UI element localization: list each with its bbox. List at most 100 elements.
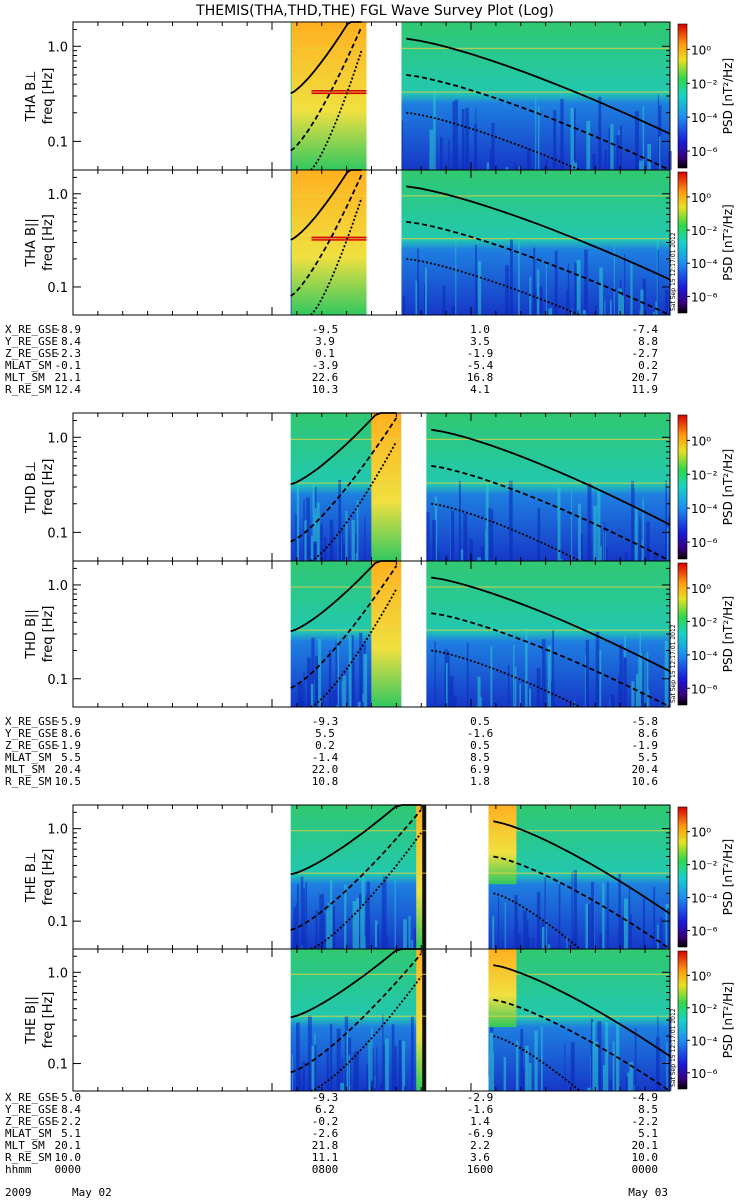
trace-line [406, 185, 671, 281]
orbit-row-value: -8.9 [55, 323, 82, 336]
orbit-table-1: X_RE_GSE-5.9 -9.3 0.5 -5.8Y_RE_GSE 8.6 5.5 -1.… [5, 715, 658, 788]
colorbar-tick-label: 10⁻⁶ [691, 682, 718, 696]
high-psd-region [371, 413, 402, 561]
orbit-row-value: -2.7 [632, 347, 659, 360]
orbit-row-value: 8.4 [61, 1103, 81, 1116]
orbit-table-0: X_RE_GSE-8.9 -9.5 1.0 -7.4 Y_RE_GSE 8.4 3.9 3.5… [5, 323, 658, 396]
harmonic-line [290, 91, 670, 93]
spectrogram-noise [291, 1014, 672, 1091]
data-gap [401, 561, 427, 707]
orbit-row-value: 0.1 [315, 347, 335, 360]
trace-line [406, 37, 671, 135]
panel-2: 1.0 0.1 THD B⊥ freq [Hz] 10⁰ 10⁻² 10⁻⁴ 10⁻⁶PSD … [24, 412, 735, 562]
orbit-row-value: 10.3 [312, 383, 339, 396]
orbit-row-value: 8.5 [470, 751, 490, 764]
orbit-row-name: X_RE_GSE [5, 1091, 58, 1104]
y-tick-label: 1.0 [47, 431, 68, 446]
gyrofrequency-traces [290, 804, 671, 950]
orbit-row-value: -5.9 [55, 715, 82, 728]
y-tick-label: 0.1 [47, 673, 68, 688]
orbit-row-name: MLT_SM [5, 1139, 45, 1152]
harmonic-line [290, 238, 670, 240]
orbit-row-value: -6.9 [467, 1127, 494, 1140]
trace-line [493, 964, 671, 1058]
harmonic-line [290, 482, 670, 484]
orbit-row-value: 16.8 [467, 371, 494, 384]
trace-line [290, 174, 363, 297]
orbit-row-value: 0.5 [470, 715, 490, 728]
orbit-row-value: 5.1 [638, 1127, 658, 1140]
panel-1: 1.0 0.1 THA B|| freq [Hz] 10⁰ 10⁻² 10⁻⁴ 10⁻⁶PSD… [24, 169, 735, 316]
colorbar-label: PSD [nT²/Hz] [721, 449, 735, 525]
harmonic-line [290, 47, 670, 49]
high-psd-region-2 [488, 949, 517, 1028]
orbit-row-value: 10.8 [312, 775, 339, 788]
colorbar-tick-label: 10⁻² [691, 859, 718, 873]
orbit-row-value: -0.1 [55, 359, 82, 372]
orbit-row-name: Y_RE_GSE [5, 727, 58, 740]
orbit-row-value: 20.7 [632, 371, 659, 384]
orbit-row-value: 8.6 [638, 727, 658, 740]
freq-axis-label: freq [Hz] [41, 68, 56, 125]
date-start: May 02 [72, 1186, 112, 1199]
orbit-row-value: -2.6 [312, 1127, 339, 1140]
orbit-row-value: -1.4 [312, 751, 339, 764]
colorbar-tick-label: 10⁻⁴ [691, 111, 718, 125]
orbit-row-value: -2.3 [55, 347, 82, 360]
orbit-row-value: 10.6 [632, 775, 659, 788]
orbit-row-name: hhmm [5, 1163, 32, 1176]
orbit-row-value: 20.4 [55, 763, 82, 776]
orbit-row-value: 0800 [312, 1163, 339, 1176]
panel-label: THE B⊥ [24, 852, 39, 903]
orbit-row-value: 21.1 [55, 371, 82, 384]
orbit-row-value: 8.8 [638, 335, 658, 348]
orbit-row-value: 3.9 [315, 335, 335, 348]
trace-line [431, 576, 671, 673]
colorbar-tick-label: 10⁰ [691, 434, 711, 448]
orbit-row-name: Y_RE_GSE [5, 335, 58, 348]
y-tick-label: 0.1 [47, 526, 68, 541]
gyrofrequency-traces [290, 560, 671, 708]
trace-line [493, 998, 671, 1092]
panel-label: THD B|| [24, 609, 39, 660]
orbit-row-value: -1.9 [467, 347, 494, 360]
gyrofrequency-traces [290, 169, 671, 316]
harmonic-line [290, 195, 670, 197]
orbit-row-name: R_RE_SM [5, 775, 52, 788]
orbit-row-value: -1.6 [467, 727, 494, 740]
trace-line [290, 560, 397, 633]
data-gap [426, 949, 489, 1091]
harmonic-line [290, 438, 670, 440]
gyrofrequency-traces [290, 948, 671, 1092]
orbit-row-value: -9.5 [312, 323, 339, 336]
colorbar-label: PSD [nT²/Hz] [721, 204, 735, 280]
data-gap [366, 22, 402, 170]
orbit-row-value: 3.5 [470, 335, 490, 348]
orbit-row-value: 5.5 [638, 751, 658, 764]
y-tick-label: 1.0 [47, 966, 68, 981]
orbit-row-name: Z_RE_GSE [5, 1115, 58, 1128]
orbit-row-value: -0.2 [312, 1115, 339, 1128]
orbit-row-value: 5.5 [61, 751, 81, 764]
colorbar [677, 23, 688, 169]
trace-line [431, 502, 581, 562]
orbit-row-value: 1.0 [470, 323, 490, 336]
orbit-row-value: 1.8 [470, 775, 490, 788]
trace-line [290, 169, 362, 241]
colorbar-tick-label: 10⁻² [691, 615, 718, 629]
orbit-row-value: -2.2 [632, 1115, 659, 1128]
orbit-row-name: X_RE_GSE [5, 715, 58, 728]
freq-axis-label: freq [Hz] [41, 459, 56, 516]
colorbar-label: PSD [nT²/Hz] [721, 596, 735, 672]
orbit-row-name: R_RE_SM [5, 383, 52, 396]
orbit-row-name: MLAT_SM [5, 1127, 52, 1140]
orbit-row-value: 1.4 [470, 1115, 490, 1128]
gyrofrequency-traces [290, 412, 671, 562]
panel-4: 1.0 0.1 THE B⊥ freq [Hz] 10⁰ 10⁻² 10⁻⁴ 10⁻⁶PSD … [24, 804, 735, 950]
freq-axis-label: freq [Hz] [41, 992, 56, 1049]
orbit-row-value: 22.6 [312, 371, 339, 384]
orbit-row-value: 1600 [467, 1163, 494, 1176]
colorbar-tick-label: 10⁰ [691, 191, 711, 205]
orbit-row-name: Z_RE_GSE [5, 347, 58, 360]
orbit-row-value: 5.5 [315, 727, 335, 740]
